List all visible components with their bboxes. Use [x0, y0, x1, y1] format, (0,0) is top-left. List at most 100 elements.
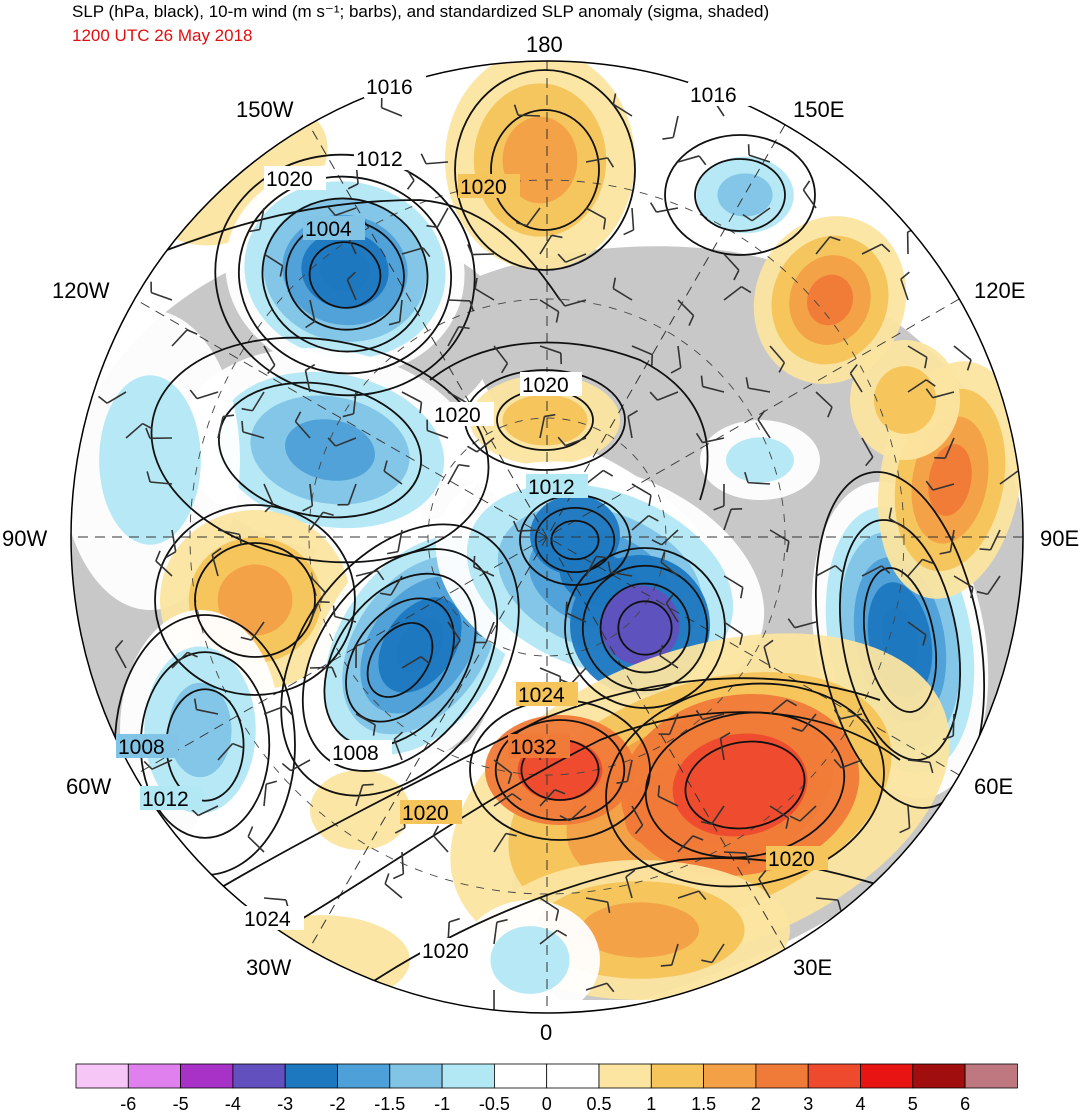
anomaly-contour [490, 926, 570, 994]
wind-barb [309, 511, 334, 531]
wind-barb [585, 982, 615, 993]
isobar-label-bg [520, 372, 582, 396]
wind-barb [432, 825, 449, 853]
barb-feather [458, 325, 470, 330]
barb-staff [840, 713, 863, 720]
wind-barb [393, 851, 405, 880]
isobar-label: 1012 [528, 476, 575, 499]
wind-barb [309, 666, 337, 678]
barb-feather [747, 144, 750, 156]
barb-staff [171, 529, 177, 552]
wind-barb [539, 299, 560, 323]
barb-staff [585, 469, 604, 485]
colorbar-tick-label: -5 [173, 1094, 189, 1112]
isobar-label: 1012 [356, 148, 403, 171]
barb-staff [393, 739, 403, 761]
isobar-layer [114, 69, 986, 991]
isobar-label-bg [140, 786, 202, 810]
colorbar-swatch [703, 1063, 757, 1089]
barb-feather [557, 436, 566, 447]
barb-feather [701, 959, 713, 964]
barb-staff [493, 759, 513, 774]
barb-feather [649, 202, 658, 213]
colorbar-swatch [650, 1063, 704, 1089]
wind-barb [888, 507, 909, 531]
isobar-line [534, 506, 616, 574]
lon-label-180: 180 [526, 32, 563, 57]
barb-staff [610, 571, 633, 577]
lon-label-120e: 120E [974, 278, 1025, 303]
barb-feather [939, 550, 951, 555]
isobar-label-bg [688, 82, 750, 106]
barb-staff [346, 279, 357, 301]
barb-feather [448, 917, 460, 923]
barb-staff [987, 575, 1001, 595]
isobar-line [494, 719, 626, 821]
barb-staff [711, 943, 725, 963]
barb-staff [397, 529, 403, 552]
wind-barb [493, 793, 522, 807]
barb-staff [763, 646, 771, 669]
barb-staff [151, 759, 173, 770]
barb-feather [899, 827, 910, 834]
barb-staff [672, 115, 679, 138]
wind-barb [723, 285, 752, 301]
barb-feather [551, 234, 563, 239]
barb-staff [217, 529, 240, 536]
barb-feather [924, 357, 928, 369]
barb-feather [929, 762, 934, 774]
barb-staff [304, 370, 311, 393]
barb-staff [211, 554, 219, 577]
wind-barb [493, 832, 517, 853]
wind-barb [263, 780, 278, 807]
barb-feather [189, 389, 198, 400]
wind-barb [475, 621, 495, 644]
barb-feather [406, 179, 415, 190]
barb-staff [953, 345, 972, 361]
barb-feather [692, 835, 704, 841]
barb-staff [294, 420, 311, 439]
barb-staff [661, 529, 679, 546]
anomaly-contour [873, 366, 937, 434]
colorbar-swatch [807, 1063, 861, 1089]
barb-staff [627, 416, 633, 439]
isobar-line [199, 677, 881, 901]
barb-feather [565, 601, 568, 613]
colorbar-tick-label: -2 [329, 1094, 345, 1112]
latitude-circle [427, 417, 667, 657]
barb-feather [925, 480, 934, 491]
barb-staff [861, 565, 882, 577]
barb-feather [763, 639, 774, 648]
wind-barb [146, 471, 173, 485]
wind-barb [539, 234, 563, 255]
isobar-label: 1024 [518, 684, 565, 707]
barb-staff [263, 784, 267, 807]
lon-label-30e: 30E [793, 955, 832, 980]
wind-barb [263, 253, 284, 277]
wind-barb [942, 713, 955, 741]
barb-staff [952, 713, 955, 737]
isobar-label: 1004 [305, 218, 352, 241]
isobar-line [237, 175, 453, 375]
barb-staff [815, 564, 836, 577]
colorbar-swatch [337, 1063, 391, 1089]
isobar-line [261, 197, 429, 353]
barb-feather [305, 363, 316, 372]
barb-feather [789, 815, 801, 822]
barb-staff [401, 851, 405, 875]
wind-barb [612, 93, 633, 117]
barb-staff [719, 738, 725, 761]
barb-feather [925, 388, 934, 399]
isobar-label-bg [526, 474, 588, 498]
wind-barb [388, 299, 403, 326]
barb-feather [556, 929, 568, 937]
barb-staff [932, 483, 955, 491]
wind-barb [649, 391, 679, 401]
wind-barb [585, 469, 614, 485]
anomaly-contour [396, 618, 444, 672]
barb-staff [565, 253, 587, 263]
barb-feather [474, 277, 478, 289]
barb-feather [659, 644, 664, 656]
barb-feather [265, 780, 278, 785]
barb-feather [662, 136, 674, 140]
